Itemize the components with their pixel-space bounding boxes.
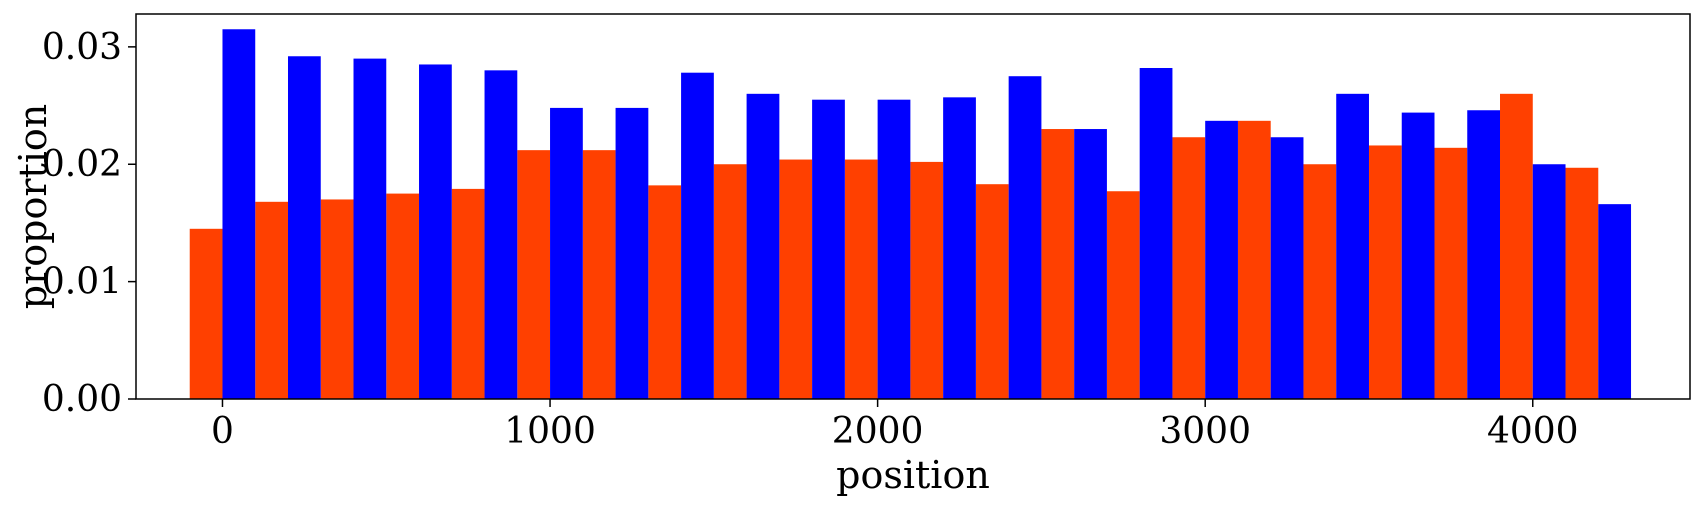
bar-series0-bin0: [189, 228, 223, 399]
bar-series0-bin3: [386, 193, 420, 399]
bar-series0-bin7: [648, 185, 682, 399]
bar-series1-bin9: [812, 99, 845, 399]
bar-series1-bin19: [1467, 110, 1501, 399]
bar-series0-bin9: [779, 159, 813, 399]
bar-series1-bin5: [550, 107, 583, 399]
bar-series0-bin13: [1041, 129, 1075, 399]
x-tick-label: 2000: [832, 411, 924, 452]
bar-series0-bin14: [1106, 191, 1140, 399]
bar-series0-bin10: [844, 159, 878, 399]
y-tick-label: 0.03: [42, 27, 122, 68]
bar-series0-bin12: [975, 184, 1009, 399]
bar-series1-bin11: [943, 97, 976, 400]
y-axis: 0.00 0.01 0.02 0.03: [42, 27, 136, 420]
y-tick-label: 0.02: [42, 144, 122, 185]
x-tick-label: 3000: [1159, 411, 1251, 452]
y-tick-label: 0.00: [42, 379, 122, 420]
bar-series0-bin20: [1500, 93, 1533, 399]
bar-series0-bin16: [1237, 120, 1271, 399]
bar-series0-bin8: [713, 164, 747, 399]
bar-series0-bin17: [1303, 164, 1337, 399]
bar-series0-bin1: [255, 201, 288, 399]
bar-series0-bin11: [910, 161, 944, 399]
x-tick-label: 1000: [504, 411, 596, 452]
bar-series1-bin12: [1008, 76, 1042, 400]
y-axis-title: proportion: [11, 104, 55, 310]
x-tick-label: 4000: [1487, 411, 1579, 452]
bar-series1-bin16: [1270, 137, 1304, 399]
x-axis: 0 1000 2000 3000 4000: [211, 399, 1579, 452]
bar-series1-bin14: [1139, 67, 1173, 400]
bar-series1-bin21: [1598, 204, 1632, 399]
y-tick-label: 0.01: [42, 262, 122, 303]
bar-series0-bin5: [517, 150, 551, 399]
bar-series1-bin13: [1074, 129, 1107, 399]
bar-series0-bin4: [451, 188, 485, 399]
bar-series1-bin4: [484, 70, 518, 399]
bar-series1-bin6: [615, 107, 649, 399]
bar-series0-bin15: [1172, 137, 1206, 399]
bar-series1-bin17: [1336, 93, 1369, 399]
bar-series1-bin15: [1205, 120, 1238, 399]
bar-group: [189, 29, 1632, 400]
bar-series1-bin7: [681, 72, 714, 399]
bar-series0-bin19: [1434, 147, 1468, 399]
bar-series1-bin0: [222, 29, 256, 399]
plot-frame: [135, 13, 1691, 400]
bar-series1-bin3: [419, 64, 452, 399]
x-tick-label: 0: [211, 411, 234, 452]
bar-series1-bin10: [877, 99, 911, 399]
bar-series1-bin20: [1532, 164, 1566, 399]
bar-series0-bin18: [1368, 145, 1402, 399]
bar-series1-bin1: [287, 56, 321, 399]
bar-series0-bin21: [1565, 167, 1599, 399]
x-axis-title: position: [836, 453, 990, 497]
bar-series0-bin2: [320, 199, 354, 399]
bar-series1-bin8: [746, 93, 780, 399]
bar-series1-bin2: [353, 58, 387, 399]
bar-series0-bin6: [582, 150, 616, 399]
bar-series1-bin18: [1401, 112, 1435, 399]
